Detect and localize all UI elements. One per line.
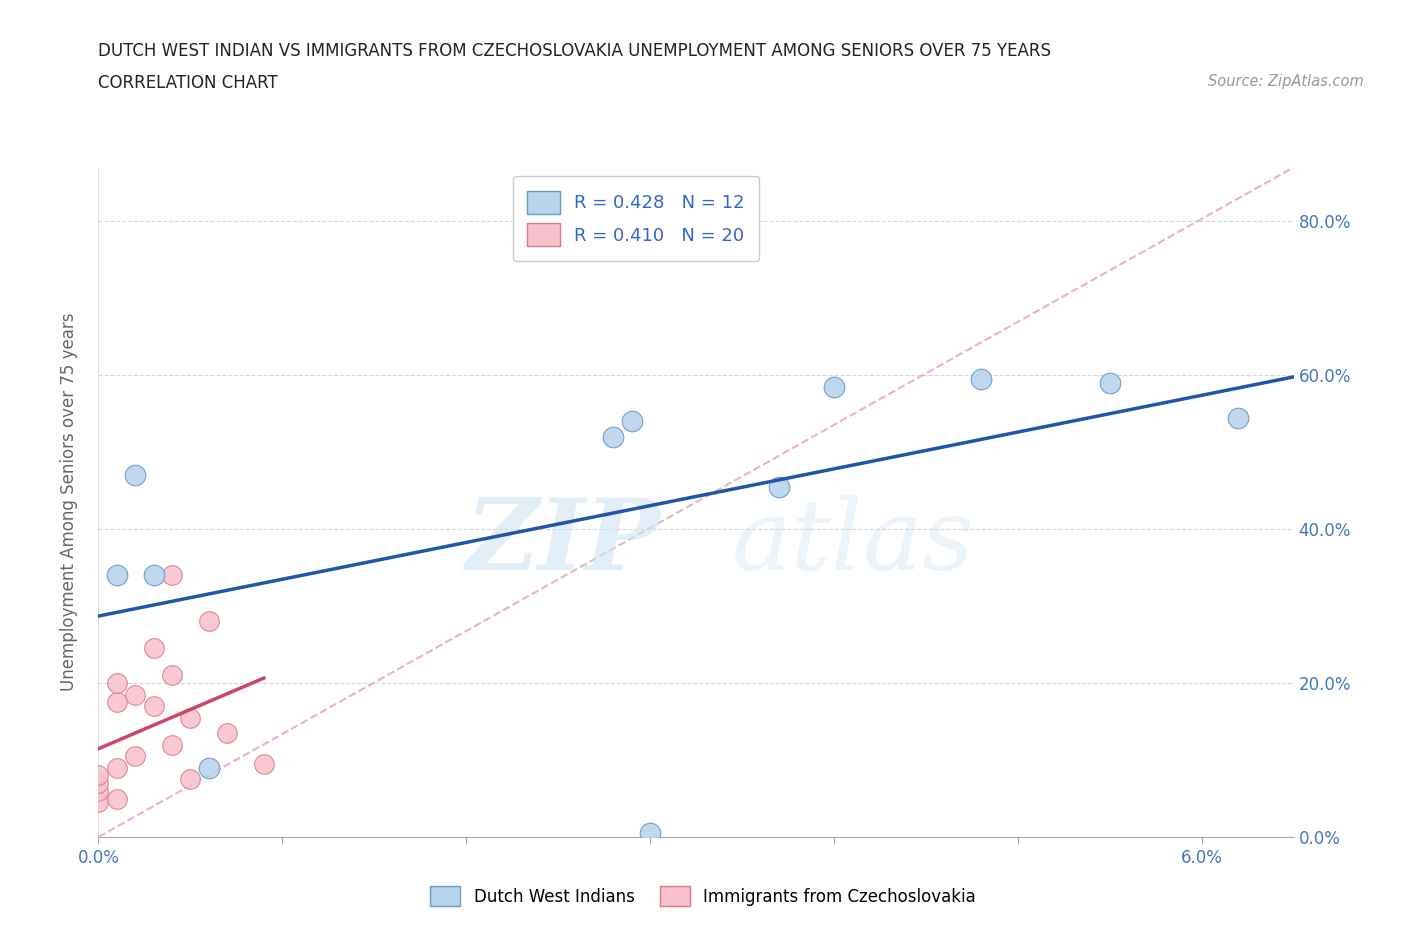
- Point: [217, 725, 239, 740]
- Point: [1227, 410, 1250, 425]
- Point: [105, 695, 128, 710]
- Text: CORRELATION CHART: CORRELATION CHART: [98, 74, 278, 92]
- Point: [142, 641, 165, 656]
- Point: [87, 768, 110, 783]
- Point: [620, 414, 643, 429]
- Point: [160, 568, 183, 583]
- Point: [87, 795, 110, 810]
- Legend: Dutch West Indians, Immigrants from Czechoslovakia: Dutch West Indians, Immigrants from Czec…: [423, 880, 983, 912]
- Point: [160, 668, 183, 683]
- Point: [124, 749, 146, 764]
- Point: [105, 761, 128, 776]
- Point: [124, 468, 146, 483]
- Point: [179, 772, 201, 787]
- Point: [970, 372, 993, 387]
- Text: Source: ZipAtlas.com: Source: ZipAtlas.com: [1208, 74, 1364, 89]
- Point: [105, 791, 128, 806]
- Point: [105, 675, 128, 690]
- Point: [105, 568, 128, 583]
- Text: atlas: atlas: [733, 495, 974, 590]
- Point: [124, 687, 146, 702]
- Legend: R = 0.428   N = 12, R = 0.410   N = 20: R = 0.428 N = 12, R = 0.410 N = 20: [513, 177, 759, 260]
- Point: [142, 568, 165, 583]
- Point: [87, 783, 110, 798]
- Point: [197, 761, 219, 776]
- Text: DUTCH WEST INDIAN VS IMMIGRANTS FROM CZECHOSLOVAKIA UNEMPLOYMENT AMONG SENIORS O: DUTCH WEST INDIAN VS IMMIGRANTS FROM CZE…: [98, 42, 1052, 60]
- Y-axis label: Unemployment Among Seniors over 75 years: Unemployment Among Seniors over 75 years: [59, 313, 77, 691]
- Point: [823, 379, 845, 394]
- Point: [142, 698, 165, 713]
- Point: [87, 776, 110, 790]
- Point: [253, 756, 276, 771]
- Text: ZIP: ZIP: [465, 494, 661, 591]
- Point: [179, 711, 201, 725]
- Point: [1098, 376, 1121, 391]
- Point: [197, 614, 219, 629]
- Point: [768, 479, 790, 494]
- Point: [160, 737, 183, 752]
- Point: [602, 430, 624, 445]
- Point: [638, 826, 661, 841]
